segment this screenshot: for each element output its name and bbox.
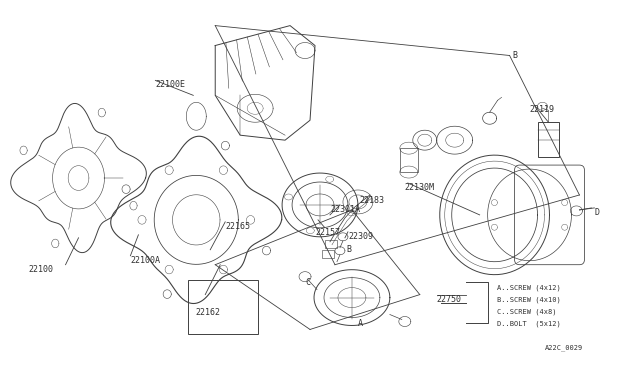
Bar [538, 122, 559, 157]
Text: 22183: 22183 [360, 196, 385, 205]
Text: C: C [305, 278, 310, 287]
Text: 22162: 22162 [195, 308, 220, 317]
Bar [325, 240, 337, 248]
Bar [400, 148, 418, 172]
Text: 22750: 22750 [436, 295, 461, 304]
Text: 22130M: 22130M [405, 183, 435, 192]
Text: B: B [346, 245, 351, 254]
Text: 22165: 22165 [225, 222, 250, 231]
Bar [322, 250, 334, 258]
Text: D: D [595, 208, 600, 217]
Text: A..SCREW (4x12): A..SCREW (4x12) [497, 285, 561, 291]
Text: B..SCREW (4x10): B..SCREW (4x10) [497, 296, 561, 303]
Text: A22C_0029: A22C_0029 [545, 344, 583, 351]
Text: B: B [513, 51, 518, 60]
Text: 22119: 22119 [529, 105, 554, 114]
Text: D..BOLT  (5x12): D..BOLT (5x12) [497, 321, 561, 327]
Text: C..SCREW (4x8): C..SCREW (4x8) [497, 308, 556, 315]
Text: 22309: 22309 [348, 232, 373, 241]
Text: 22301A: 22301A [330, 205, 360, 214]
Text: 22100E: 22100E [156, 80, 186, 89]
Text: 22100: 22100 [29, 265, 54, 274]
Text: 22100A: 22100A [131, 256, 161, 265]
Text: 22157: 22157 [315, 228, 340, 237]
Bar [188, 280, 258, 334]
Text: A: A [358, 320, 363, 328]
